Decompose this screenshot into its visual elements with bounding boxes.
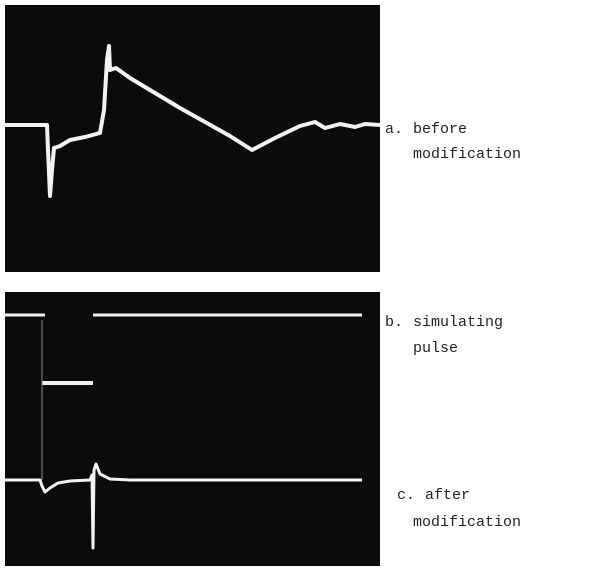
screen <box>5 292 380 566</box>
label-marker: a. <box>385 121 403 138</box>
label-b: b. simulating pulse <box>385 314 503 357</box>
screen <box>5 5 380 272</box>
label-marker: c. <box>397 487 415 504</box>
page: {"labels": [ {"marker": "a.", "lines": [… <box>0 0 589 570</box>
label-text: before <box>413 121 467 138</box>
scope-panel-a <box>5 5 380 272</box>
label-text: simulating <box>413 314 503 331</box>
label-marker: b. <box>385 314 403 331</box>
label-text: after <box>425 487 470 504</box>
label-a: a. before modification <box>385 121 521 163</box>
figure: a. before modification b. simulating pul… <box>0 0 589 570</box>
scope-panel-b <box>5 292 380 566</box>
label-text: pulse <box>413 340 458 357</box>
label-c: c. after modification <box>397 487 521 531</box>
label-text: modification <box>413 146 521 163</box>
label-text: modification <box>413 514 521 531</box>
